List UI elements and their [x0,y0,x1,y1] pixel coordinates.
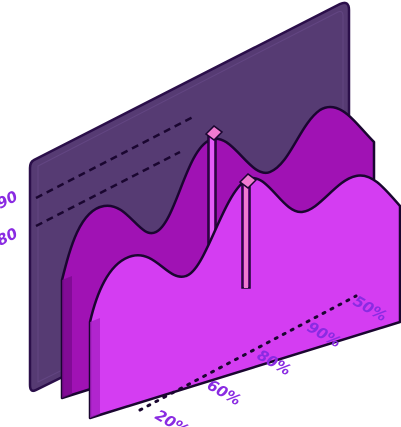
left-axis-label-80: 80 [0,224,21,249]
bottom-axis-label-20: 20% [152,406,192,427]
front-marker-pin [238,173,258,289]
back-wave-side [62,276,72,398]
bottom-axis-label-60: 60% [204,376,244,410]
guide-line-80 [35,150,181,228]
front-wave-side [90,318,100,418]
guide-line-90 [35,114,196,200]
left-axis-label-90: 90 [0,187,21,212]
